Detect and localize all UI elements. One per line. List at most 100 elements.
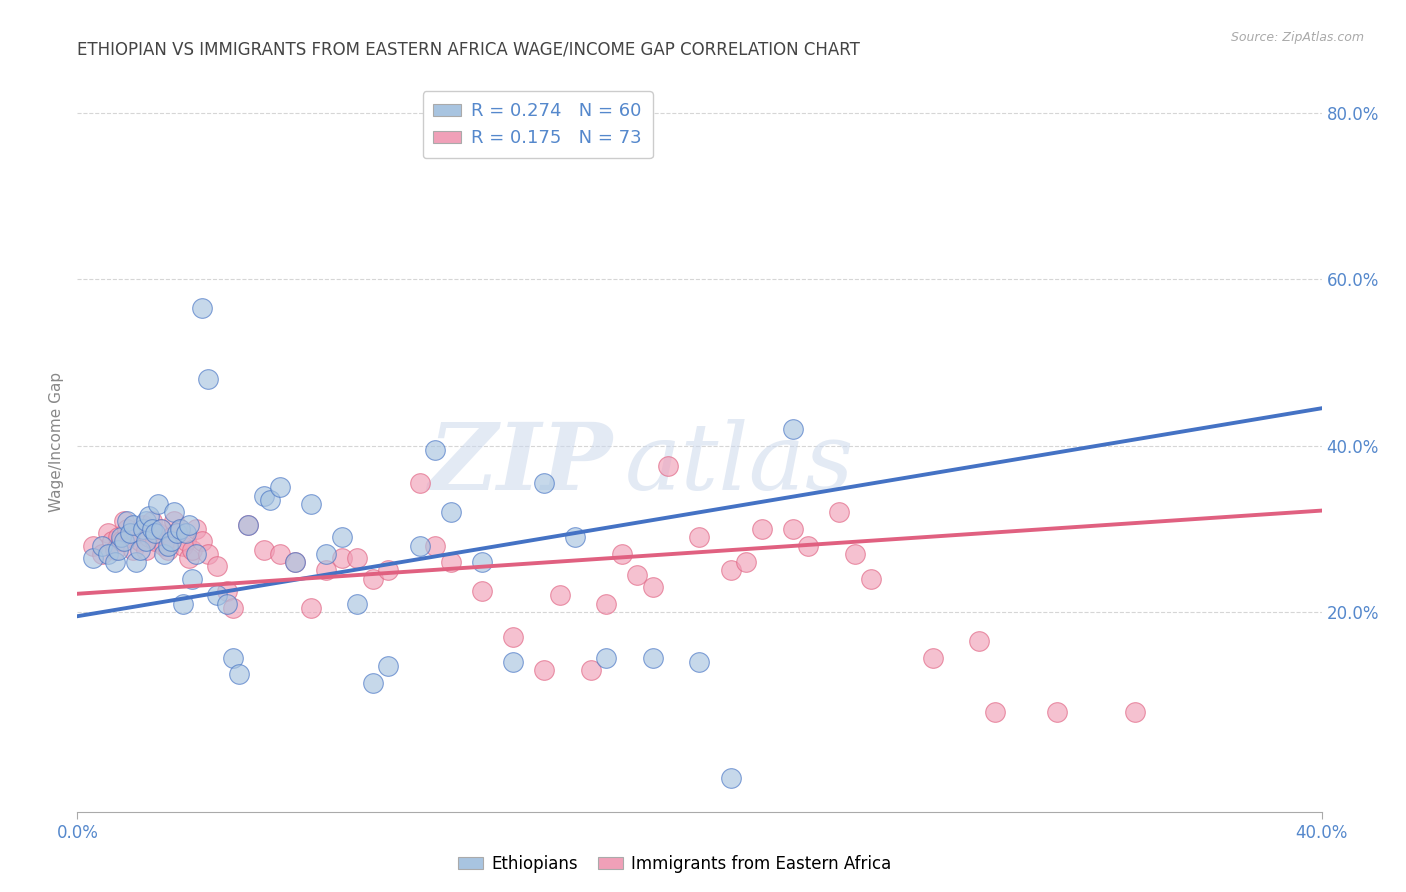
Point xyxy=(657,459,679,474)
Point xyxy=(179,551,201,566)
Point xyxy=(330,530,353,544)
Point xyxy=(115,522,138,536)
Point xyxy=(423,539,446,553)
Point xyxy=(159,534,181,549)
Point xyxy=(159,530,181,544)
Point xyxy=(502,655,524,669)
Point xyxy=(689,530,711,544)
Point xyxy=(122,517,145,532)
Point xyxy=(641,650,664,665)
Point xyxy=(91,539,114,553)
Point xyxy=(238,517,260,532)
Point xyxy=(120,526,142,541)
Point xyxy=(135,534,157,549)
Point xyxy=(228,667,250,681)
Point xyxy=(259,492,281,507)
Point xyxy=(150,522,173,536)
Point xyxy=(107,542,129,557)
Point xyxy=(163,505,186,519)
Point xyxy=(148,526,170,541)
Point xyxy=(222,650,245,665)
Point xyxy=(141,522,163,536)
Point xyxy=(533,476,555,491)
Point xyxy=(782,522,804,536)
Point xyxy=(720,564,742,578)
Point xyxy=(641,580,664,594)
Point xyxy=(174,534,197,549)
Point xyxy=(135,514,157,528)
Point xyxy=(128,534,150,549)
Point xyxy=(315,547,337,561)
Point xyxy=(253,489,276,503)
Point xyxy=(471,584,494,599)
Point xyxy=(181,572,204,586)
Point xyxy=(423,442,446,457)
Point xyxy=(110,530,132,544)
Point xyxy=(166,526,188,541)
Point xyxy=(720,772,742,786)
Point xyxy=(122,542,145,557)
Point xyxy=(595,650,617,665)
Point xyxy=(197,372,219,386)
Point xyxy=(82,551,104,566)
Point xyxy=(141,514,163,528)
Legend: Ethiopians, Immigrants from Eastern Africa: Ethiopians, Immigrants from Eastern Afri… xyxy=(451,848,898,880)
Point xyxy=(921,650,943,665)
Point xyxy=(169,522,191,536)
Point xyxy=(299,601,322,615)
Point xyxy=(797,539,820,553)
Point xyxy=(751,522,773,536)
Point xyxy=(579,663,602,677)
Point xyxy=(269,547,291,561)
Point xyxy=(689,655,711,669)
Point xyxy=(172,539,194,553)
Point xyxy=(330,551,353,566)
Point xyxy=(471,555,494,569)
Point xyxy=(82,539,104,553)
Point xyxy=(112,534,135,549)
Point xyxy=(169,522,191,536)
Point xyxy=(143,526,166,541)
Y-axis label: Wage/Income Gap: Wage/Income Gap xyxy=(49,371,65,512)
Point xyxy=(207,559,229,574)
Point xyxy=(163,514,186,528)
Point xyxy=(166,526,188,541)
Point xyxy=(408,539,430,553)
Point xyxy=(184,547,207,561)
Point xyxy=(828,505,851,519)
Point xyxy=(859,572,882,586)
Point xyxy=(104,542,127,557)
Point xyxy=(299,497,322,511)
Point xyxy=(128,542,150,557)
Point xyxy=(969,634,991,648)
Text: ETHIOPIAN VS IMMIGRANTS FROM EASTERN AFRICA WAGE/INCOME GAP CORRELATION CHART: ETHIOPIAN VS IMMIGRANTS FROM EASTERN AFR… xyxy=(77,41,860,59)
Point xyxy=(346,597,368,611)
Point xyxy=(610,547,633,561)
Point xyxy=(97,547,120,561)
Point xyxy=(1046,705,1069,719)
Point xyxy=(125,526,148,541)
Point xyxy=(120,530,142,544)
Point xyxy=(100,534,122,549)
Point xyxy=(215,584,238,599)
Point xyxy=(184,522,207,536)
Point xyxy=(735,555,758,569)
Point xyxy=(190,301,214,316)
Point xyxy=(110,534,132,549)
Point xyxy=(115,514,138,528)
Point xyxy=(408,476,430,491)
Point xyxy=(346,551,368,566)
Legend: R = 0.274   N = 60, R = 0.175   N = 73: R = 0.274 N = 60, R = 0.175 N = 73 xyxy=(423,92,652,158)
Point xyxy=(197,547,219,561)
Point xyxy=(135,542,157,557)
Point xyxy=(143,534,166,549)
Point xyxy=(361,675,384,690)
Point xyxy=(564,530,586,544)
Point xyxy=(172,597,194,611)
Point xyxy=(91,547,114,561)
Point xyxy=(439,505,461,519)
Point xyxy=(179,517,201,532)
Point xyxy=(156,542,179,557)
Point xyxy=(315,564,337,578)
Point xyxy=(626,567,648,582)
